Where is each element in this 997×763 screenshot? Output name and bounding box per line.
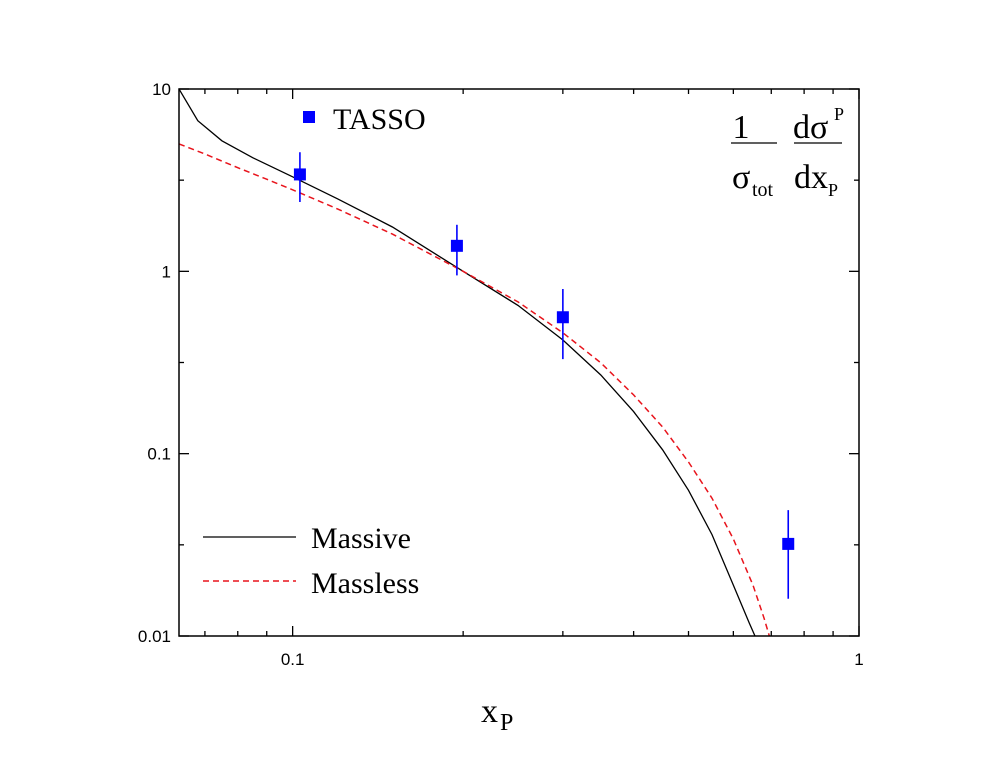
legend-massless-label: Massless — [311, 567, 419, 600]
x-tick-label: 1 — [854, 650, 863, 669]
y-tick-label: 0.1 — [147, 445, 171, 464]
x-tick-label: 0.1 — [281, 650, 305, 669]
data-point — [450, 239, 463, 252]
data-point — [293, 168, 306, 181]
formula-numerator-2-superscript: P — [834, 104, 844, 124]
formula-numerator-2: dσ — [793, 109, 828, 146]
y-tick-label: 0.01 — [138, 627, 171, 646]
formula-numerator-1: 1 — [733, 109, 750, 146]
data-point — [556, 311, 569, 324]
data-point — [782, 537, 795, 550]
x-axis-label-subscript: P — [500, 710, 513, 736]
formula-denominator-2: dx — [794, 159, 828, 196]
y-tick-label: 10 — [152, 80, 171, 99]
legend-scatter: TASSO — [303, 103, 426, 136]
axis-ticks: 0.1 1 10 1 0.1 0.01 — [138, 80, 864, 669]
x-axis-label: x — [481, 693, 498, 730]
formula-denominator-2-subscript: P — [828, 180, 838, 200]
legend-lines: Massive Massless — [203, 522, 419, 600]
series-line-massive — [179, 89, 756, 636]
formula-denominator-1-subscript: tot — [752, 179, 774, 201]
plot-area — [179, 89, 795, 636]
legend-tasso-marker — [303, 111, 315, 123]
legend-tasso-label: TASSO — [333, 103, 426, 136]
series-line-massless — [179, 143, 771, 636]
y-tick-label: 1 — [162, 262, 171, 281]
y-quantity-formula: 1 σ tot dσ P dx P — [731, 104, 844, 201]
legend-massive-label: Massive — [311, 522, 411, 555]
formula-denominator-1: σ — [732, 159, 750, 196]
